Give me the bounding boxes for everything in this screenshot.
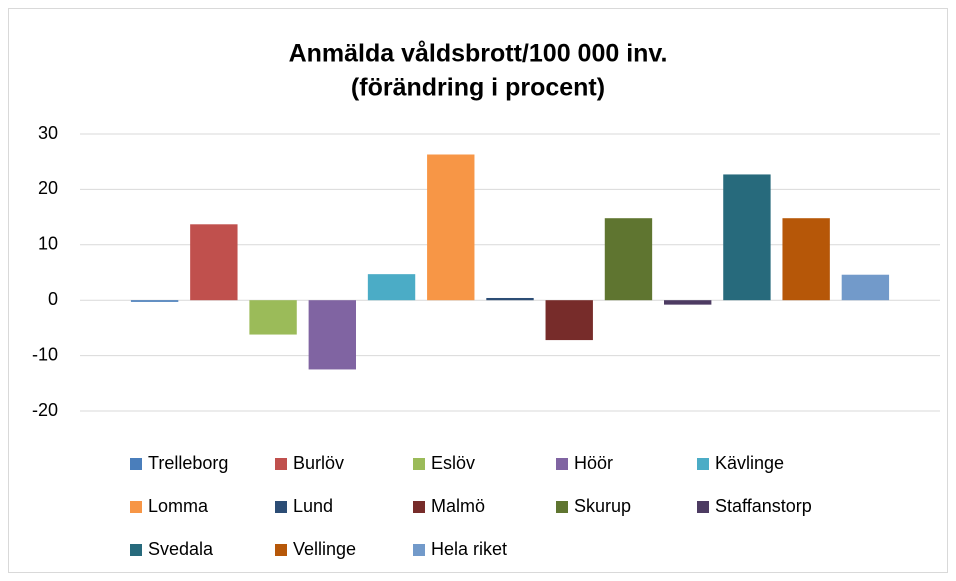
legend-swatch: [275, 501, 287, 513]
y-tick-label: 30: [38, 123, 58, 143]
legend-label: Lund: [293, 496, 333, 516]
y-tick-label: -10: [32, 344, 58, 364]
legend-swatch: [697, 501, 709, 513]
y-tick-label: 20: [38, 178, 58, 198]
legend-label: Staffanstorp: [715, 496, 812, 516]
bar: [308, 300, 356, 370]
y-tick-label: -20: [32, 400, 58, 420]
legend-label: Lomma: [148, 496, 209, 516]
bar: [427, 154, 475, 301]
bar: [723, 174, 771, 301]
bar: [367, 274, 416, 301]
bar: [190, 224, 238, 301]
bar: [841, 274, 890, 301]
chart-title: Anmälda våldsbrott/100 000 inv.: [289, 40, 668, 68]
legend-label: Malmö: [431, 496, 485, 516]
bar: [249, 300, 297, 335]
legend-label: Eslöv: [431, 453, 475, 473]
legend-swatch: [275, 544, 287, 556]
legend-label: Höör: [574, 453, 613, 473]
chart-title: (förändring i procent): [351, 74, 605, 102]
y-tick-label: 0: [48, 289, 58, 309]
legend-label: Trelleborg: [148, 453, 228, 473]
legend-label: Hela riket: [431, 539, 507, 559]
legend-label: Svedala: [148, 539, 214, 559]
legend-swatch: [413, 544, 425, 556]
bar: [604, 218, 653, 301]
bar: [545, 300, 593, 341]
bar: [130, 300, 179, 302]
legend-swatch: [130, 458, 142, 470]
legend-swatch: [275, 458, 287, 470]
legend-label: Skurup: [574, 496, 631, 516]
legend-swatch: [413, 501, 425, 513]
bar: [486, 297, 534, 301]
legend-swatch: [697, 458, 709, 470]
y-tick-label: 10: [38, 234, 58, 254]
legend-swatch: [130, 501, 142, 513]
legend-label: Kävlinge: [715, 453, 784, 473]
bar: [664, 300, 712, 305]
legend-swatch: [556, 458, 568, 470]
bar: [782, 218, 830, 301]
legend-label: Burlöv: [293, 453, 344, 473]
legend-swatch: [556, 501, 568, 513]
legend-label: Vellinge: [293, 539, 356, 559]
legend-swatch: [413, 458, 425, 470]
legend-swatch: [130, 544, 142, 556]
